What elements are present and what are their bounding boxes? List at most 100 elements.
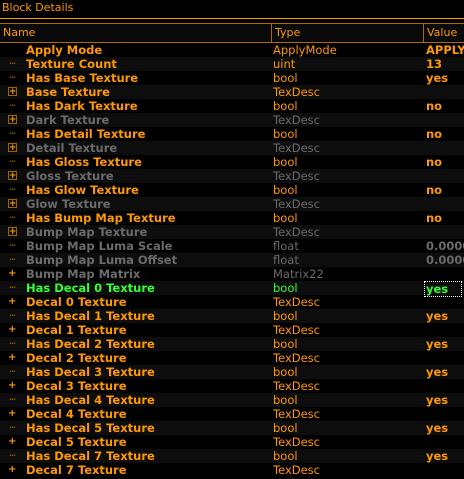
property-row[interactable]: ··· Texture Count uint 13 xyxy=(0,57,464,71)
property-type: float xyxy=(273,253,299,267)
property-name: Glow Texture xyxy=(26,197,111,211)
property-value[interactable]: no xyxy=(426,183,443,197)
property-row[interactable]: ··· Has Decal 0 Texture bool yes xyxy=(0,281,464,297)
property-row[interactable]: + Decal 5 Texture TexDesc xyxy=(0,435,464,449)
property-row[interactable]: + Decal 3 Texture TexDesc xyxy=(0,379,464,393)
expand-box-icon[interactable]: + xyxy=(8,199,17,209)
property-row[interactable]: + Glow Texture TexDesc xyxy=(0,197,464,211)
expand-plus-icon[interactable]: + xyxy=(8,324,17,335)
property-row[interactable]: ··· Has Detail Texture bool no xyxy=(0,127,464,141)
property-type: TexDesc xyxy=(273,435,320,449)
expand-plus-icon[interactable]: + xyxy=(8,268,17,279)
tree-spacer xyxy=(8,46,16,54)
property-type: TexDesc xyxy=(273,323,320,337)
property-value[interactable]: APPLY_MODULATE xyxy=(426,43,464,57)
property-value[interactable]: no xyxy=(426,211,443,225)
tree-connector-icon: ··· xyxy=(8,185,16,194)
property-value[interactable]: yes xyxy=(426,365,449,379)
property-name: Decal 0 Texture xyxy=(26,295,127,309)
property-type: bool xyxy=(273,365,298,379)
property-name: Texture Count xyxy=(26,57,117,71)
property-type: TexDesc xyxy=(273,407,320,421)
property-value[interactable]: 0.0000 xyxy=(426,253,464,267)
property-row[interactable]: ··· Has Base Texture bool yes xyxy=(0,71,464,85)
expand-plus-icon[interactable]: + xyxy=(8,408,17,419)
property-value[interactable]: 13 xyxy=(426,57,443,71)
property-value[interactable]: no xyxy=(426,155,443,169)
expand-box-icon[interactable]: + xyxy=(8,87,17,97)
property-row[interactable]: ··· Has Bump Map Texture bool no xyxy=(0,211,464,225)
expand-plus-icon[interactable]: + xyxy=(8,380,17,391)
property-type: bool xyxy=(273,449,298,463)
expand-plus-icon[interactable]: + xyxy=(8,464,17,475)
property-name: Base Texture xyxy=(26,85,110,99)
column-header-name[interactable]: Name xyxy=(0,24,272,42)
expand-box-icon[interactable]: + xyxy=(8,143,17,153)
expand-plus-icon[interactable]: + xyxy=(8,352,17,363)
property-name: Detail Texture xyxy=(26,141,118,155)
property-name: Has Decal 5 Texture xyxy=(26,421,155,435)
property-row[interactable]: ··· Has Decal 3 Texture bool yes xyxy=(0,365,464,379)
property-row[interactable]: ··· Has Decal 5 Texture bool yes xyxy=(0,421,464,435)
property-name: Decal 5 Texture xyxy=(26,435,127,449)
expand-box-icon[interactable]: + xyxy=(8,227,17,237)
column-header-value[interactable]: Value xyxy=(427,26,458,39)
property-row[interactable]: ··· Bump Map Luma Offset float 0.0000 xyxy=(0,253,464,267)
tree-connector-icon: ··· xyxy=(8,101,16,110)
property-value[interactable]: 0.0000 xyxy=(426,239,464,253)
property-type: bool xyxy=(273,337,298,351)
property-row[interactable]: ··· Has Dark Texture bool no xyxy=(0,99,464,113)
property-row[interactable]: ··· Has Glow Texture bool no xyxy=(0,183,464,197)
property-row[interactable]: ··· Has Decal 2 Texture bool yes xyxy=(0,337,464,351)
property-row[interactable]: + Decal 2 Texture TexDesc xyxy=(0,351,464,365)
property-value[interactable]: yes xyxy=(426,421,449,435)
property-row[interactable]: ··· Has Decal 4 Texture bool yes xyxy=(0,393,464,407)
property-value[interactable]: yes xyxy=(426,393,449,407)
property-type: bool xyxy=(273,127,298,141)
property-value[interactable]: yes xyxy=(426,449,449,463)
property-name: Bump Map Luma Scale xyxy=(26,239,173,253)
property-row[interactable]: + Decal 4 Texture TexDesc xyxy=(0,407,464,421)
property-row[interactable]: ··· Has Gloss Texture bool no xyxy=(0,155,464,169)
property-name: Has Detail Texture xyxy=(26,127,146,141)
property-name: Apply Mode xyxy=(26,43,103,57)
property-row[interactable]: + Bump Map Texture TexDesc xyxy=(0,225,464,239)
property-row[interactable]: + Decal 0 Texture TexDesc xyxy=(0,295,464,309)
property-row[interactable]: + Decal 7 Texture TexDesc xyxy=(0,463,464,477)
expand-box-icon[interactable]: + xyxy=(8,171,17,181)
expand-plus-icon[interactable]: + xyxy=(8,296,17,307)
property-row[interactable]: + Detail Texture TexDesc xyxy=(0,141,464,155)
property-row[interactable]: ··· Has Decal 1 Texture bool yes xyxy=(0,309,464,323)
property-value[interactable]: yes xyxy=(426,71,449,85)
property-row[interactable]: + Base Texture TexDesc xyxy=(0,85,464,99)
property-row[interactable]: Apply Mode ApplyMode APPLY_MODULATE xyxy=(0,43,464,57)
property-value[interactable]: no xyxy=(426,99,443,113)
property-row[interactable]: ··· Bump Map Luma Scale float 0.0000 xyxy=(0,239,464,253)
property-type: TexDesc xyxy=(273,295,320,309)
property-type: TexDesc xyxy=(273,225,320,239)
column-header-type[interactable]: Type xyxy=(272,24,424,42)
property-row[interactable]: ··· Has Decal 7 Texture bool yes xyxy=(0,449,464,463)
tree-connector-icon: ··· xyxy=(8,255,16,264)
property-type: TexDesc xyxy=(273,141,320,155)
property-name: Bump Map Luma Offset xyxy=(26,253,178,267)
property-name: Has Decal 3 Texture xyxy=(26,365,155,379)
property-row[interactable]: + Bump Map Matrix Matrix22 xyxy=(0,267,464,281)
property-row[interactable]: + Gloss Texture TexDesc xyxy=(0,169,464,183)
tree-connector-icon: ··· xyxy=(8,129,16,138)
tree-connector-icon: ··· xyxy=(8,213,16,222)
property-value[interactable]: no xyxy=(426,127,443,141)
expand-box-icon[interactable]: + xyxy=(8,115,17,125)
property-type: bool xyxy=(273,281,298,295)
property-type: bool xyxy=(273,155,298,169)
property-value[interactable]: yes xyxy=(424,281,462,297)
property-value[interactable]: yes xyxy=(426,309,449,323)
property-row[interactable]: + Dark Texture TexDesc xyxy=(0,113,464,127)
property-value[interactable]: yes xyxy=(426,337,449,351)
property-name: Has Base Texture xyxy=(26,71,139,85)
column-header-row: Name Type Value xyxy=(0,23,464,43)
expand-plus-icon[interactable]: + xyxy=(8,436,17,447)
property-type: TexDesc xyxy=(273,169,320,183)
property-type: TexDesc xyxy=(273,351,320,365)
property-row[interactable]: + Decal 1 Texture TexDesc xyxy=(0,323,464,337)
